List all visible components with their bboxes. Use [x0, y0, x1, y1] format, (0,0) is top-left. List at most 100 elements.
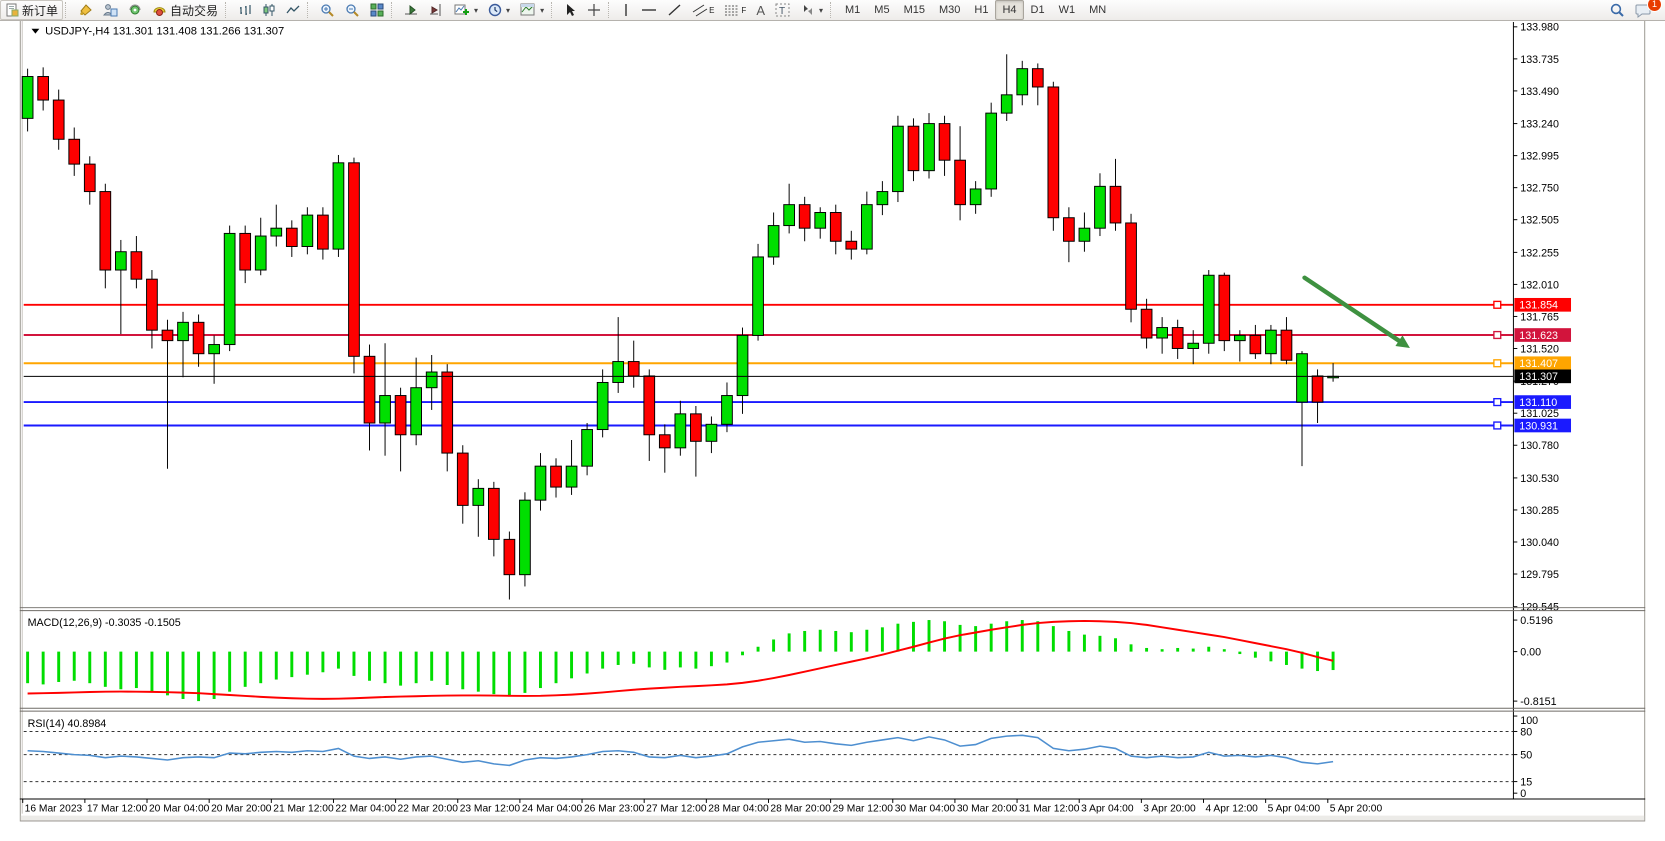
hline-handle-131.407[interactable]: [1493, 359, 1502, 368]
macd-axis-label: -0.8151: [1520, 696, 1556, 708]
separator: [608, 2, 614, 18]
hline-handle-131.623[interactable]: [1493, 330, 1502, 340]
candle-body: [721, 395, 733, 425]
candle-body: [425, 371, 438, 389]
timeframe-mn-button[interactable]: MN: [1089, 4, 1107, 16]
time-axis-label: 29 Mar 12:00: [833, 804, 894, 815]
timeframe-m30-button[interactable]: M30: [938, 4, 961, 16]
rsi-label: RSI(14) 40.8984: [28, 718, 107, 730]
candle-body: [519, 499, 531, 576]
candle-body: [161, 329, 174, 342]
zoom-in-icon: [320, 3, 335, 17]
timeframe-m5-button[interactable]: M5: [874, 4, 890, 16]
channel-tool-button[interactable]: E: [687, 0, 719, 20]
candle-body: [596, 381, 609, 431]
timeframe-m15-button[interactable]: M15: [903, 4, 925, 16]
templates-button[interactable]: ▾: [515, 0, 549, 20]
candle-body: [1249, 334, 1262, 355]
periods-button[interactable]: ▾: [483, 0, 515, 20]
trendline-tool-button[interactable]: [662, 0, 687, 20]
search-button[interactable]: [1604, 0, 1630, 20]
arrows-tool-button[interactable]: ▾: [796, 0, 828, 20]
text-label-tool-button[interactable]: T: [770, 0, 796, 20]
tile-windows-button[interactable]: [365, 0, 389, 20]
candle-body: [1016, 68, 1029, 96]
hline-handle-130.931[interactable]: [1493, 421, 1502, 430]
horizontal-line-tool-button[interactable]: [636, 0, 662, 20]
line-chart-type-button[interactable]: [281, 0, 305, 20]
bar-chart-icon: [238, 3, 252, 17]
chart-window[interactable]: 133.980 133.735 133.490 133.240 132.995 132.7…: [0, 20, 1665, 841]
time-axis-label: 20 Mar 20:00: [211, 804, 272, 815]
price-badge-box: [1514, 297, 1572, 312]
cursor-tool-button[interactable]: [559, 0, 582, 20]
arrows-icon: [801, 3, 815, 17]
macd-signal-line: [27, 619, 1334, 700]
auto-scroll-button[interactable]: [399, 0, 424, 20]
chart-shift-button[interactable]: [424, 0, 449, 20]
zoom-out-button[interactable]: [340, 0, 365, 20]
text-tool-icon: A: [756, 2, 765, 18]
candle-body: [1280, 329, 1293, 361]
bar-chart-type-button[interactable]: [233, 0, 257, 20]
timeframe-d1-button[interactable]: D1: [1030, 4, 1045, 16]
time-axis-label: 27 Mar 12:00: [646, 804, 707, 815]
price-axis-label: 131.025: [1520, 408, 1559, 420]
candle-body: [829, 212, 842, 242]
chart-canvas[interactable]: 133.980 133.735 133.490 133.240 132.995 132.7…: [0, 20, 1665, 841]
candle-body: [845, 240, 858, 250]
vertical-line-tool-button[interactable]: [616, 0, 636, 20]
line-chart-icon: [286, 3, 300, 17]
time-axis-label: 17 Mar 12:00: [87, 804, 148, 815]
search-icon: [1609, 3, 1625, 18]
price-axis-label: 132.505: [1520, 215, 1559, 227]
price-badge-131.407: 131.407: [1519, 358, 1558, 370]
chart-colors-button[interactable]: [73, 0, 98, 20]
candle-body: [814, 212, 827, 229]
price-axis-label: 130.530: [1520, 473, 1559, 485]
candle-body: [270, 227, 283, 237]
autotrading-button[interactable]: 自动交易: [147, 0, 223, 20]
market-watch-button[interactable]: [98, 0, 123, 20]
crosshair-tool-button[interactable]: [582, 0, 606, 20]
timeframe-h1-button[interactable]: H1: [974, 4, 989, 16]
trend-arrow-head: [1395, 335, 1410, 349]
symbol-dropdown-icon[interactable]: [31, 28, 40, 34]
candle-body: [394, 395, 407, 436]
separator: [391, 2, 397, 18]
candle-body: [985, 112, 998, 190]
price-axis-label: 130.285: [1520, 505, 1559, 517]
price-badge-box: [1514, 418, 1572, 433]
zoom-in-button[interactable]: [315, 0, 340, 20]
autotrading-label: 自动交易: [170, 3, 219, 18]
hline-handle-131.110[interactable]: [1493, 397, 1502, 407]
text-tool-button[interactable]: A: [751, 0, 770, 20]
price-badge-box: [1514, 356, 1572, 371]
price-badge-box: [1514, 328, 1572, 342]
new-order-button[interactable]: 新订单: [0, 0, 64, 20]
price-badge-box: [1514, 369, 1572, 384]
time-axis-label: 5 Apr 04:00: [1268, 804, 1321, 815]
price-badge-130.931: 130.931: [1519, 420, 1558, 432]
candle-body: [130, 251, 143, 280]
fibonacci-tool-button[interactable]: F: [719, 0, 751, 20]
profile-chart-icon: [102, 3, 118, 17]
notifications-button[interactable]: 1: [1630, 0, 1662, 20]
timeframe-h4-button[interactable]: H4: [995, 0, 1024, 20]
time-axis-label: 24 Mar 04:00: [522, 804, 583, 815]
candle-body: [1265, 329, 1277, 355]
indicators-button[interactable]: ▾: [449, 0, 483, 20]
candlestick-type-button[interactable]: [257, 0, 281, 20]
separator: [225, 2, 231, 18]
candle-body: [441, 371, 454, 454]
timeframe-w1-button[interactable]: W1: [1058, 4, 1076, 16]
separator: [551, 2, 557, 18]
hline-handle-131.854[interactable]: [1493, 300, 1502, 309]
text-label-icon: T: [775, 3, 791, 17]
navigator-button[interactable]: [123, 0, 147, 20]
timeframe-m1-button[interactable]: M1: [845, 4, 861, 16]
trend-arrow-annotation[interactable]: [1302, 275, 1405, 345]
price-badge-131.623: 131.623: [1519, 330, 1558, 342]
candle-body: [1171, 327, 1184, 349]
